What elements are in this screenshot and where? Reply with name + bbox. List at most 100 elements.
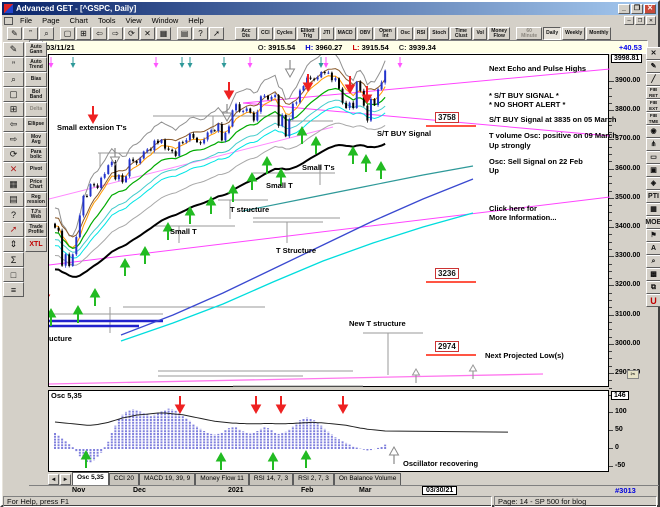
menu-window[interactable]: Window xyxy=(151,16,179,25)
close-button[interactable]: ✕ xyxy=(644,3,656,14)
expand-vertical-icon-side[interactable]: ⇕ xyxy=(3,237,24,252)
open-chart-icon-side[interactable]: ⊞ xyxy=(3,102,24,117)
fib-time-button[interactable]: FIB TME xyxy=(646,112,660,125)
study-para-bolic[interactable]: Para bolic xyxy=(25,147,47,162)
indicator-stoch[interactable]: Stoch xyxy=(429,27,450,40)
prev-chart-icon[interactable]: ⇦ xyxy=(92,27,107,40)
study-pivot[interactable]: Pivot xyxy=(25,162,47,177)
zoom-tool-icon[interactable]: ⌕ xyxy=(646,255,660,268)
menu-file[interactable]: File xyxy=(20,16,33,25)
axis-settings-icon[interactable]: ✂ xyxy=(627,370,639,379)
tile-windows-icon[interactable]: ▦ xyxy=(156,27,171,40)
mob-button[interactable]: MOB xyxy=(645,216,660,229)
context-help-icon-side[interactable]: ➚ xyxy=(3,222,24,237)
mdi-close-button[interactable]: ✕ xyxy=(646,16,656,25)
tab-on-balance-volume[interactable]: On Balance Volume xyxy=(333,473,402,485)
pointer-icon-side[interactable]: ✎ xyxy=(3,42,24,57)
prev-chart-icon-side[interactable]: ⇦ xyxy=(3,117,24,132)
indicator-macd[interactable]: MACD xyxy=(334,27,356,40)
tab-scroll-left[interactable]: ◄ xyxy=(48,474,59,485)
pitchfork-icon[interactable]: ◈ xyxy=(646,177,660,190)
statistics-icon-side[interactable]: Σ xyxy=(3,252,24,267)
tab-osc-5-35[interactable]: Osc 5,35 xyxy=(72,472,109,485)
study-bol-band[interactable]: Bol Band xyxy=(25,87,47,102)
menu-view[interactable]: View xyxy=(125,16,142,25)
study-tj-s-web[interactable]: TJ's Web xyxy=(25,207,47,222)
close-chart-icon[interactable]: ✕ xyxy=(646,47,660,60)
period-daily[interactable]: Daily xyxy=(543,27,562,40)
grid-icon[interactable]: ▦ xyxy=(646,203,660,216)
undo-icon[interactable]: U xyxy=(646,294,660,307)
pencil-icon[interactable]: ✎ xyxy=(646,60,660,73)
period-60-minute[interactable]: 60 Minute xyxy=(516,27,543,40)
help-icon-side[interactable]: ? xyxy=(3,207,24,222)
mdi-restore-button[interactable]: ❐ xyxy=(635,16,645,25)
tab-rsi-2-7-3[interactable]: RSI 2, 7, 3 xyxy=(293,473,334,485)
study-price-chart[interactable]: Price Chart xyxy=(25,177,47,192)
gann-icon[interactable]: ◉ xyxy=(646,125,660,138)
price-chart[interactable] xyxy=(48,54,610,387)
new-chart-icon-side[interactable]: ▢ xyxy=(3,87,24,102)
palette-icon[interactable]: ▩ xyxy=(646,268,660,281)
oscillator-panel[interactable] xyxy=(48,390,609,472)
text-tool-icon[interactable]: A xyxy=(646,242,660,255)
tile-windows-icon-side[interactable]: ▦ xyxy=(3,177,24,192)
new-chart-icon[interactable]: ▢ xyxy=(60,27,75,40)
menu-chart[interactable]: Chart xyxy=(69,16,88,25)
print-icon[interactable]: ▤ xyxy=(177,27,192,40)
study-mov-avg[interactable]: Mov Avg xyxy=(25,132,47,147)
mdi-minimize-button[interactable]: – xyxy=(624,16,634,25)
menu-tools[interactable]: Tools xyxy=(97,16,116,25)
maximize-button[interactable]: ❐ xyxy=(631,3,643,14)
indicator-rsi[interactable]: RSI xyxy=(413,27,429,40)
quotes-icon[interactable]: ” xyxy=(23,27,38,40)
indicator-money-flow[interactable]: Money Flow xyxy=(488,27,511,40)
refresh-icon[interactable]: ⟳ xyxy=(124,27,139,40)
next-chart-icon-side[interactable]: ⇨ xyxy=(3,132,24,147)
refresh-icon-side[interactable]: ⟳ xyxy=(3,147,24,162)
line-style-icon-side[interactable]: ≡ xyxy=(3,282,24,297)
study-ellipse[interactable]: Ellipse xyxy=(25,117,47,132)
period-weekly[interactable]: Weekly xyxy=(562,27,586,40)
alert-icon[interactable]: ⚑ xyxy=(646,229,660,242)
study-delta[interactable]: Delta xyxy=(25,102,47,117)
indicator-vol[interactable]: Vol xyxy=(473,27,488,40)
indicator-jti[interactable]: JTI xyxy=(319,27,334,40)
trendline-icon[interactable]: ╱ xyxy=(646,73,660,86)
study-auto-trend[interactable]: Auto Trend xyxy=(25,57,47,72)
study-reg-ression[interactable]: Reg ression xyxy=(25,192,47,207)
quotes-icon-side[interactable]: ” xyxy=(3,57,24,72)
tab-rsi-14-7-3[interactable]: RSI 14, 7, 3 xyxy=(248,473,294,485)
indicator-cycles[interactable]: Cycles xyxy=(273,27,296,40)
zoom-icon[interactable]: ⌕ xyxy=(39,27,54,40)
menu-page[interactable]: Page xyxy=(42,16,60,25)
ellipse-tool-icon[interactable]: ▣ xyxy=(646,164,660,177)
study-trade-profile[interactable]: Trade Profile xyxy=(25,222,47,237)
indicator-time-clust[interactable]: Time Clust xyxy=(450,27,473,40)
print-icon-side[interactable]: ▤ xyxy=(3,192,24,207)
study-xtl[interactable]: XTL xyxy=(25,237,47,252)
pointer-icon[interactable]: ✎ xyxy=(7,27,22,40)
study-bias[interactable]: Bias xyxy=(25,72,47,87)
delete-icon[interactable]: ✕ xyxy=(140,27,155,40)
fib-retracement-button[interactable]: FIB RET xyxy=(646,86,660,99)
indicator-obv[interactable]: OBV xyxy=(356,27,374,40)
context-help-icon[interactable]: ➚ xyxy=(209,27,224,40)
delete-icon-side[interactable]: ✕ xyxy=(3,162,24,177)
indicator-acc-dis[interactable]: Acc Dis xyxy=(235,27,257,40)
tab-cci-20[interactable]: CCI 20 xyxy=(108,473,139,485)
zoom-icon-side[interactable]: ⌕ xyxy=(3,72,24,87)
help-icon[interactable]: ? xyxy=(193,27,208,40)
tab-macd-19-39-9[interactable]: MACD 19, 39, 9 xyxy=(138,473,196,485)
period-monthly[interactable]: Monthly xyxy=(586,27,612,40)
indicator-open-int[interactable]: Open Int xyxy=(374,27,397,40)
fan-lines-icon[interactable]: ⋔ xyxy=(646,138,660,151)
minimize-button[interactable]: _ xyxy=(618,3,630,14)
tab-scroll-right[interactable]: ► xyxy=(60,474,71,485)
fib-extension-button[interactable]: FIB EXT xyxy=(646,99,660,112)
rectangle-tool-icon[interactable]: ▭ xyxy=(646,151,660,164)
indicator-elliott-trig[interactable]: Elliott Trig xyxy=(296,27,319,40)
study-auto-gann[interactable]: Auto Gann xyxy=(25,42,47,57)
menu-help[interactable]: Help xyxy=(188,16,204,25)
indicator-osc[interactable]: Osc xyxy=(397,27,413,40)
